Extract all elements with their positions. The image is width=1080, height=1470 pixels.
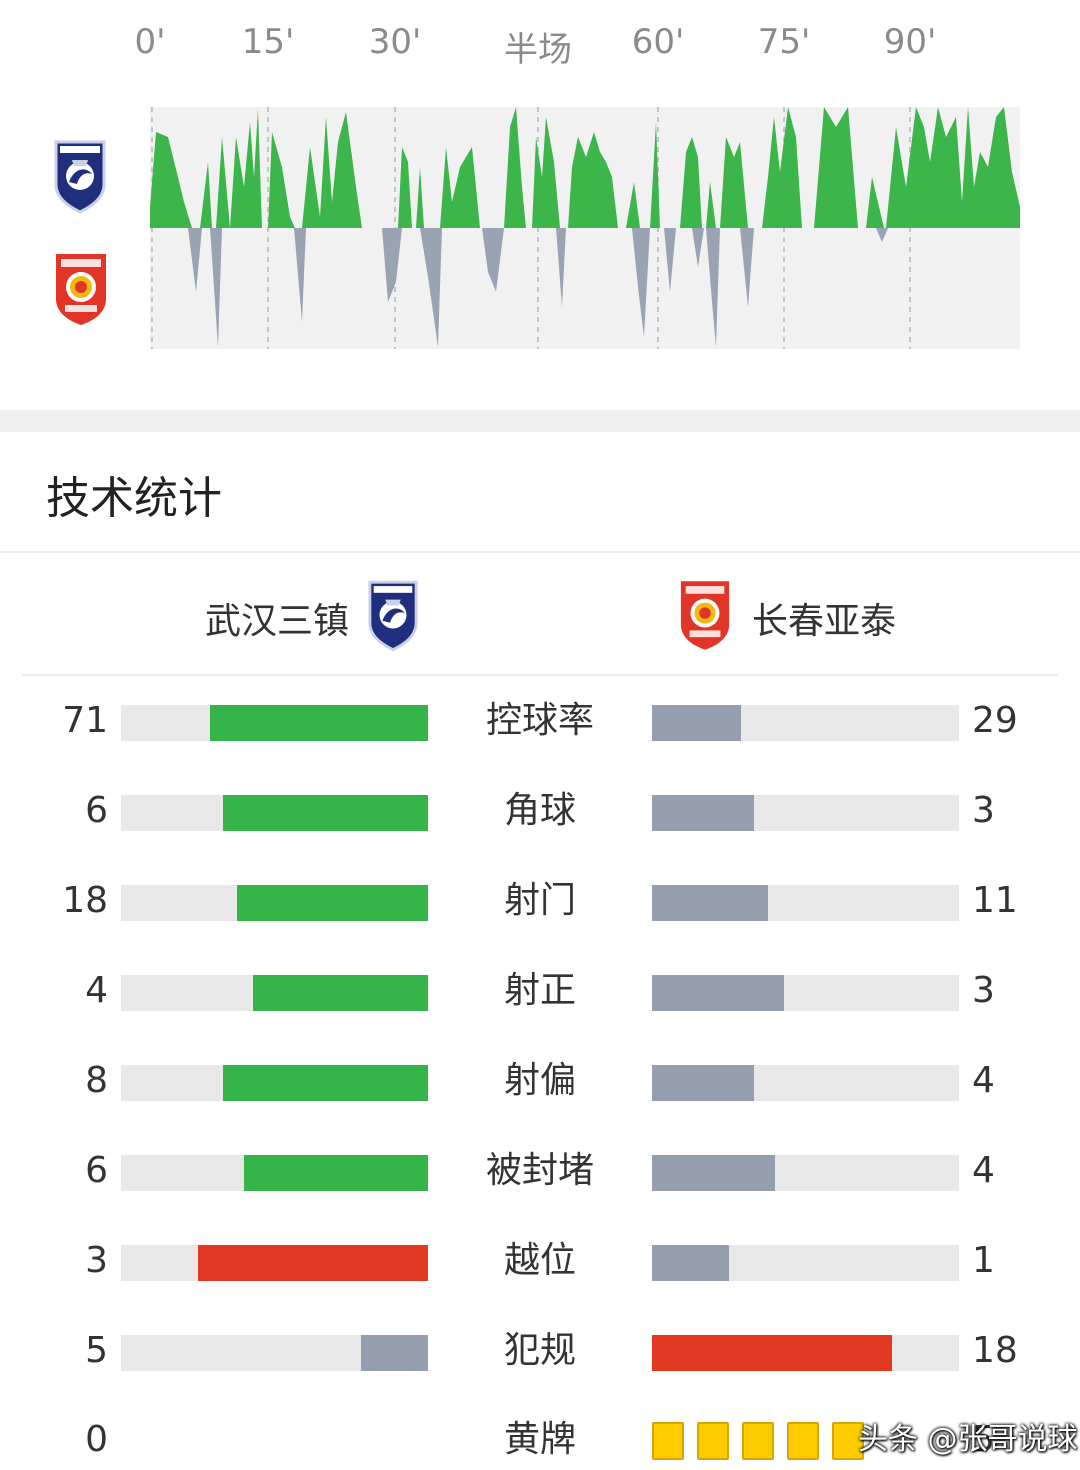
- home-bar-track: [121, 705, 428, 741]
- stat-row-yellow-cards: 0 黄牌 5: [0, 1410, 1080, 1470]
- home-value: 6: [85, 1150, 108, 1191]
- home-value: 3: [85, 1240, 108, 1281]
- stat-label: 黄牌: [503, 1419, 576, 1460]
- yellow-card-icon: [652, 1422, 684, 1460]
- tick-label: 30': [368, 22, 422, 62]
- divider: [0, 551, 1080, 553]
- stat-row: 4 射正 3: [0, 961, 1080, 1021]
- away-bar-fill: [652, 705, 741, 741]
- away-value: 29: [972, 700, 1018, 741]
- tick-label: 60': [631, 22, 685, 62]
- home-bar-track: [121, 1065, 428, 1101]
- away-bar-fill: [652, 795, 754, 831]
- stat-row: 8 射偏 4: [0, 1051, 1080, 1111]
- home-value: 5: [85, 1330, 108, 1371]
- stat-row: 6 角球 3: [0, 781, 1080, 841]
- home-bar-track: [121, 1155, 428, 1191]
- away-value: 4: [972, 1060, 995, 1101]
- home-bar-fill: [253, 975, 428, 1011]
- stat-label: 越位: [503, 1240, 576, 1281]
- tick-label: 0': [134, 22, 166, 62]
- away-bar-fill: [652, 1155, 775, 1191]
- tick-label: 90': [883, 22, 937, 62]
- away-team-logo-icon: [680, 581, 730, 650]
- away-value: 4: [972, 1150, 995, 1191]
- away-bar-fill: [652, 1335, 892, 1371]
- home-momentum-area: [150, 107, 1020, 228]
- home-bar-fill: [210, 705, 428, 741]
- stat-row: 71 控球率 29: [0, 691, 1080, 751]
- home-bar-fill: [244, 1155, 428, 1191]
- away-bar-fill: [652, 975, 784, 1011]
- yellow-card-icon: [742, 1422, 774, 1460]
- away-bar-track: [652, 885, 959, 921]
- changchun-yatai-logo-icon: [56, 254, 106, 325]
- away-bar-track: [652, 705, 959, 741]
- stat-label: 射偏: [503, 1060, 576, 1101]
- home-bar-track: [121, 1245, 428, 1281]
- stat-label: 犯规: [503, 1330, 576, 1371]
- section-title: 技术统计: [46, 473, 222, 524]
- stat-label: 角球: [503, 790, 576, 831]
- stat-label: 控球率: [485, 700, 594, 741]
- tick-label: 15': [241, 22, 295, 62]
- home-bar-fill: [361, 1335, 428, 1371]
- away-bar-track: [652, 795, 959, 831]
- stat-label: 被封堵: [485, 1150, 594, 1191]
- away-bar-track: [652, 975, 959, 1011]
- away-value: 11: [972, 880, 1018, 921]
- watermark: 头条 @张哥说球: [858, 1422, 1078, 1457]
- home-bar-track: [121, 885, 428, 921]
- stat-label: 射门: [503, 880, 576, 921]
- divider: [22, 674, 1058, 676]
- home-team-logo-icon: [368, 580, 418, 652]
- stat-label: 射正: [503, 970, 576, 1011]
- stat-row: 18 射门 11: [0, 871, 1080, 931]
- tick-label: 半场: [504, 30, 572, 70]
- yellow-card-icon: [832, 1422, 864, 1460]
- stat-row: 6 被封堵 4: [0, 1141, 1080, 1201]
- home-value: 6: [85, 790, 108, 831]
- away-bar-track: [652, 1335, 959, 1371]
- yellow-card-icon: [787, 1422, 819, 1460]
- home-value: 0: [85, 1419, 108, 1460]
- home-bar-fill: [237, 885, 428, 921]
- away-team-name: 长春亚泰: [752, 601, 897, 642]
- away-bar-track: [652, 1245, 959, 1281]
- home-value: 71: [62, 700, 108, 741]
- home-value: 4: [85, 970, 108, 1011]
- stat-row: 3 越位 1: [0, 1231, 1080, 1291]
- home-value: 18: [62, 880, 108, 921]
- momentum-chart: [150, 107, 1020, 349]
- momentum-timeline: 0' 15' 30' 半场 60' 75' 90': [0, 0, 1080, 410]
- away-bar-track: [652, 1155, 959, 1191]
- section-divider: [0, 410, 1080, 432]
- wuhan-three-towns-logo-icon: [54, 140, 106, 214]
- home-bar-fill: [198, 1245, 428, 1281]
- home-bar-track: [121, 1335, 428, 1371]
- home-bar-fill: [223, 1065, 428, 1101]
- tick-label: 75': [757, 22, 811, 62]
- home-team-name: 武汉三镇: [205, 601, 350, 642]
- away-value: 5: [972, 1419, 995, 1460]
- yellow-card-icon: [697, 1422, 729, 1460]
- away-value: 1: [972, 1240, 995, 1281]
- home-value: 8: [85, 1060, 108, 1101]
- stat-row: 5 犯规 18: [0, 1321, 1080, 1381]
- away-value: 18: [972, 1330, 1018, 1371]
- home-bar-fill: [223, 795, 428, 831]
- away-bar-fill: [652, 1065, 754, 1101]
- away-value: 3: [972, 970, 995, 1011]
- away-value: 3: [972, 790, 995, 831]
- away-bar-fill: [652, 1245, 729, 1281]
- home-bar-track: [121, 975, 428, 1011]
- away-bar-track: [652, 1065, 959, 1101]
- away-bar-fill: [652, 885, 768, 921]
- home-bar-track: [121, 795, 428, 831]
